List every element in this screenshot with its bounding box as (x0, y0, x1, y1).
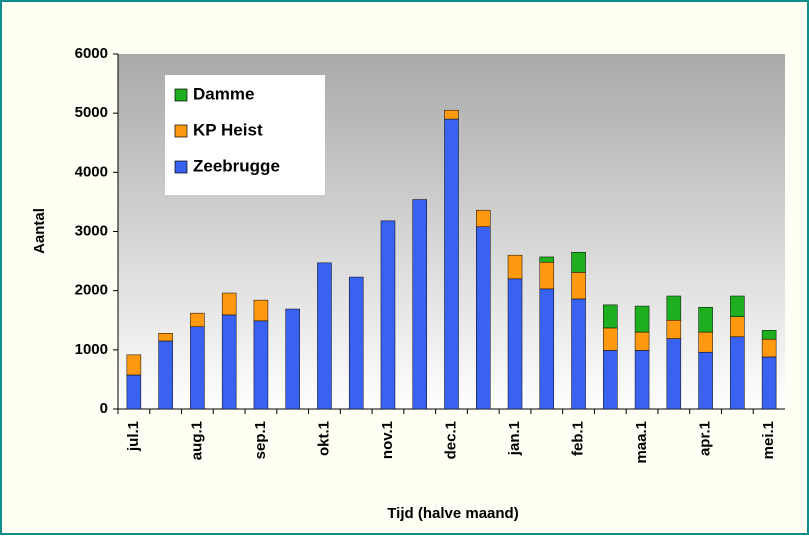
bar-segment (730, 336, 745, 410)
bar-segment (761, 330, 777, 340)
x-tick-label: jul.1 (125, 421, 142, 452)
y-tick-label: 0 (100, 400, 108, 417)
y-tick-label: 4000 (75, 163, 108, 180)
legend-swatch (174, 88, 188, 102)
bar-segment (666, 295, 682, 321)
bar-segment (634, 305, 650, 333)
legend-label: Damme (193, 84, 254, 103)
bar-segment (126, 374, 142, 410)
legend-label: Zeebrugge (193, 156, 280, 175)
bar-segment (190, 326, 205, 410)
x-tick-label: jan.1 (506, 421, 523, 456)
bar-segment (190, 312, 205, 328)
bar-segment (666, 338, 682, 410)
x-axis-label: Tijd (halve maand) (387, 505, 518, 522)
x-tick-label: maa.1 (633, 421, 650, 464)
bar-segment (698, 351, 713, 410)
legend-swatch (174, 160, 188, 174)
bar-segment (634, 350, 650, 410)
y-tick-label: 5000 (75, 104, 108, 121)
legend-swatch (174, 124, 188, 138)
bar-segment (730, 316, 745, 338)
bar-segment (444, 109, 459, 120)
bar-segment (380, 220, 396, 410)
bar-segment (126, 354, 142, 376)
bar-segment (571, 251, 586, 273)
bar-segment (412, 199, 427, 410)
bar-segment (253, 299, 269, 322)
x-tick-label: okt.1 (315, 421, 332, 456)
bar-segment (221, 314, 237, 410)
bar-segment (507, 278, 523, 410)
bar-segment (476, 209, 491, 228)
x-tick-label: sep.1 (252, 421, 269, 459)
bar-segment (571, 272, 586, 300)
bar-segment (539, 262, 555, 290)
bar-segment (158, 333, 173, 342)
y-tick-label: 2000 (75, 282, 108, 299)
bar-segment (507, 254, 523, 280)
x-tick-label: nov.1 (379, 421, 396, 459)
y-tick-label: 6000 (75, 45, 108, 62)
bar-segment (634, 331, 650, 351)
bar-segment (253, 320, 269, 410)
bar-segment (603, 350, 618, 410)
bar-segment (666, 320, 682, 339)
x-tick-label: feb.1 (570, 421, 587, 456)
bar-segment (761, 338, 777, 358)
bar-segment (698, 331, 713, 353)
y-axis-label: Aantal (31, 208, 48, 254)
y-tick-label: 1000 (75, 341, 108, 358)
bar-segment (476, 226, 491, 410)
x-tick-label: dec.1 (442, 421, 459, 459)
bar-segment (221, 292, 237, 316)
legend-label: KP Heist (193, 120, 263, 139)
bar-segment (730, 295, 745, 317)
bar-segment (444, 118, 459, 410)
bar-segment (603, 327, 618, 351)
x-tick-label: mei.1 (760, 421, 777, 459)
bar-segment (539, 256, 555, 263)
bar-segment (603, 304, 618, 329)
bar-segment (761, 356, 777, 410)
bar-segment (348, 276, 364, 410)
legend-box (165, 75, 325, 195)
bar-segment (698, 306, 713, 333)
y-tick-label: 3000 (75, 222, 108, 239)
x-tick-label: aug.1 (188, 421, 205, 460)
x-tick-label: apr.1 (697, 421, 714, 456)
bar-segment (317, 262, 332, 410)
bar-segment (571, 298, 586, 410)
bar-segment (158, 340, 173, 410)
bar-segment (539, 288, 555, 410)
bar-segment (285, 308, 300, 410)
